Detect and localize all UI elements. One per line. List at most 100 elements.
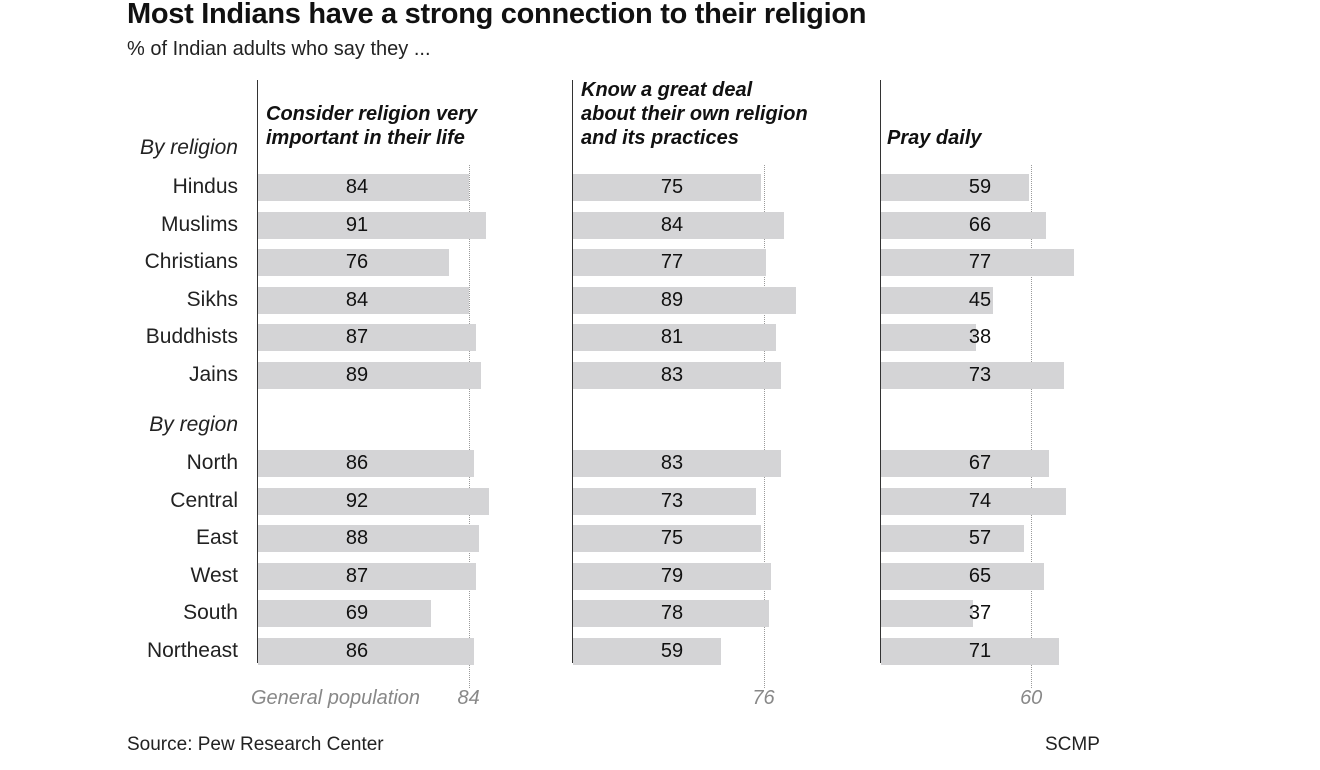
bar-value-label: 84 bbox=[345, 288, 369, 311]
bar-value-label: 37 bbox=[968, 602, 992, 624]
row-label: Christians bbox=[144, 250, 238, 273]
axis-baseline bbox=[880, 80, 881, 663]
bar-value-label: 83 bbox=[660, 363, 684, 386]
bar bbox=[881, 525, 1024, 552]
bar bbox=[573, 450, 782, 477]
row-label: Central bbox=[170, 488, 238, 512]
axis-baseline bbox=[257, 80, 258, 663]
bar bbox=[573, 525, 761, 552]
bar-value-label: 76 bbox=[345, 251, 369, 273]
source-note: Source: Pew Research Center bbox=[127, 734, 384, 755]
column-title: Consider religion very important in their… bbox=[266, 103, 478, 149]
chart-title: Most Indians have a strong connection to… bbox=[127, 0, 867, 30]
bar-value-label: 86 bbox=[345, 639, 369, 662]
bar bbox=[258, 525, 479, 552]
general-population-reference-line bbox=[763, 165, 765, 688]
bar bbox=[258, 562, 477, 590]
bar bbox=[258, 637, 474, 665]
general-population-value: 84 bbox=[457, 687, 480, 709]
bar-value-label: 84 bbox=[345, 176, 369, 198]
bar-value-label: 73 bbox=[660, 489, 684, 512]
bar-value-label: 78 bbox=[660, 602, 684, 624]
bar-value-label: 59 bbox=[660, 639, 684, 662]
bar bbox=[258, 487, 489, 515]
bar bbox=[881, 249, 1075, 276]
row-label: Hindus bbox=[172, 175, 238, 198]
row-label: Sikhs bbox=[186, 287, 238, 311]
bar bbox=[573, 211, 784, 239]
bar-value-label: 87 bbox=[345, 326, 369, 348]
row-label: Jains bbox=[188, 362, 238, 386]
bar-value-label: 86 bbox=[345, 452, 369, 474]
general-population-reference-line bbox=[468, 165, 470, 688]
bar bbox=[573, 600, 769, 627]
bar bbox=[258, 286, 469, 314]
axis-baseline bbox=[572, 80, 573, 663]
column-title: Pray daily bbox=[887, 127, 982, 149]
bar bbox=[881, 211, 1047, 239]
bar-value-label: 69 bbox=[345, 602, 369, 624]
row-label: Northeast bbox=[146, 638, 238, 662]
row-label: Buddhists bbox=[145, 325, 238, 348]
bar-value-label: 81 bbox=[660, 326, 684, 348]
bar-value-label: 89 bbox=[660, 288, 684, 311]
column-title: Know a great deal about their own religio… bbox=[581, 79, 808, 149]
bar bbox=[573, 174, 761, 201]
bar-value-label: 89 bbox=[345, 363, 369, 386]
chart-subtitle: % of Indian adults who say they ... bbox=[127, 38, 431, 60]
bar bbox=[573, 487, 756, 515]
bar bbox=[881, 562, 1044, 590]
bar bbox=[881, 361, 1064, 389]
bar-value-label: 67 bbox=[968, 452, 992, 474]
bar-value-label: 74 bbox=[968, 489, 992, 512]
general-population-value: 76 bbox=[752, 687, 775, 709]
row-label: West bbox=[190, 563, 238, 587]
bar-value-label: 75 bbox=[660, 176, 684, 198]
bar-value-label: 77 bbox=[968, 251, 992, 273]
bar-value-label: 75 bbox=[660, 527, 684, 549]
bar bbox=[881, 324, 976, 351]
bar-value-label: 88 bbox=[345, 527, 369, 549]
bar-value-label: 73 bbox=[968, 363, 992, 386]
row-label: Muslims bbox=[161, 212, 238, 236]
general-population-reference-line bbox=[1031, 165, 1033, 688]
bar-value-label: 71 bbox=[968, 639, 992, 662]
row-label: South bbox=[183, 601, 238, 624]
general-population-label: General population bbox=[251, 687, 421, 709]
bar-value-label: 59 bbox=[968, 176, 992, 198]
bar bbox=[881, 174, 1029, 201]
bar bbox=[881, 487, 1067, 515]
bar bbox=[258, 361, 482, 389]
group-label: By religion bbox=[139, 136, 238, 159]
bar-value-label: 83 bbox=[660, 452, 684, 474]
bar-value-label: 84 bbox=[660, 213, 684, 236]
general-population-value: 60 bbox=[1020, 687, 1043, 709]
bar bbox=[573, 562, 772, 590]
bar-value-label: 57 bbox=[968, 527, 992, 549]
bar bbox=[573, 637, 721, 665]
bar bbox=[258, 324, 477, 351]
bar bbox=[258, 249, 449, 276]
bar-value-label: 77 bbox=[660, 251, 684, 273]
bar bbox=[258, 211, 487, 239]
bar bbox=[258, 450, 474, 477]
bar-value-label: 38 bbox=[968, 326, 992, 348]
bar bbox=[573, 249, 767, 276]
group-label: By region bbox=[149, 413, 238, 436]
bar-value-label: 91 bbox=[345, 213, 369, 236]
bar bbox=[881, 286, 994, 314]
bar-value-label: 92 bbox=[345, 489, 369, 512]
row-label: North bbox=[186, 451, 238, 474]
bar bbox=[573, 324, 777, 351]
bar-value-label: 45 bbox=[968, 288, 992, 311]
bar-value-label: 79 bbox=[660, 564, 684, 587]
bar bbox=[258, 174, 469, 201]
bar-value-label: 66 bbox=[968, 213, 992, 236]
bar bbox=[881, 450, 1049, 477]
bar-value-label: 65 bbox=[968, 564, 992, 587]
bar bbox=[881, 600, 974, 627]
bar bbox=[881, 637, 1059, 665]
bar bbox=[258, 600, 431, 627]
row-label: East bbox=[195, 526, 238, 549]
publisher-credit: SCMP bbox=[1045, 734, 1100, 755]
